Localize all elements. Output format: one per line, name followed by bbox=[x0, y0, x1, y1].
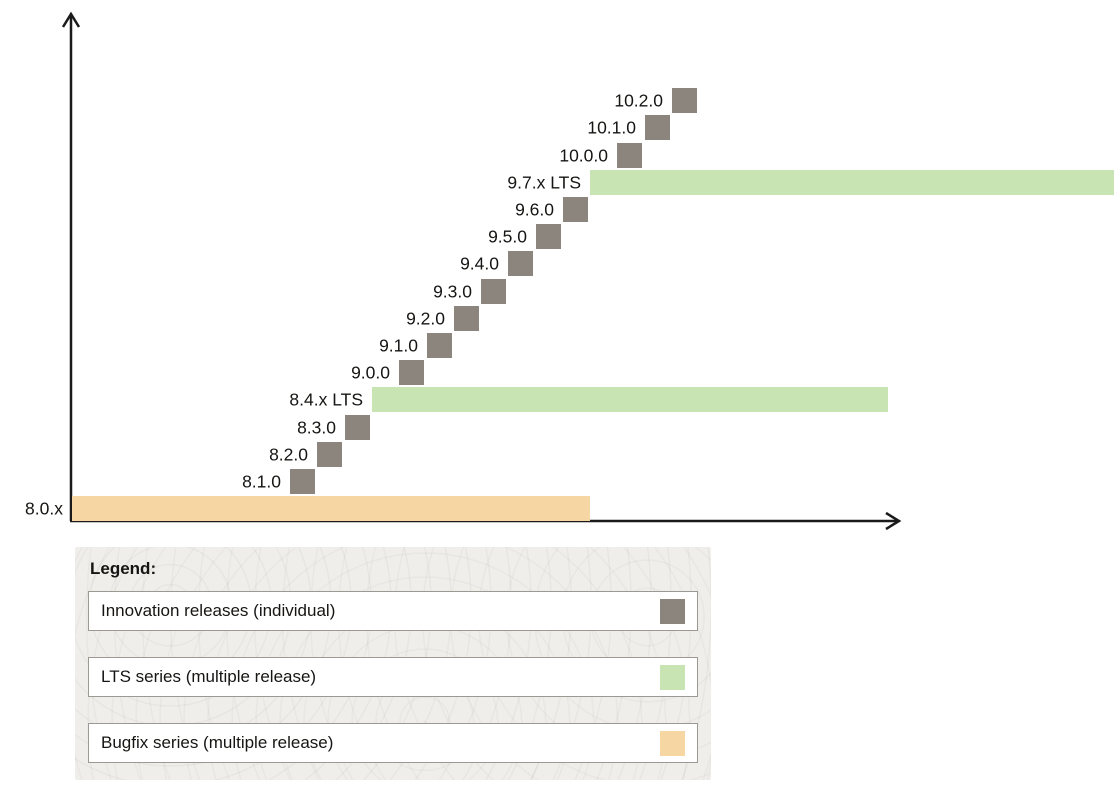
release-label: 8.2.0 bbox=[269, 444, 308, 464]
release-label: 10.0.0 bbox=[559, 145, 608, 165]
release-label: 8.4.x LTS bbox=[289, 389, 363, 409]
release-label: 9.7.x LTS bbox=[507, 172, 581, 192]
innovation-marker bbox=[672, 88, 697, 113]
legend-row-lts: LTS series (multiple release) bbox=[88, 657, 698, 697]
bugfix-bar bbox=[72, 496, 590, 521]
release-item: 8.1.0 bbox=[242, 469, 315, 494]
bugfix-swatch bbox=[660, 730, 685, 756]
innovation-marker bbox=[345, 415, 370, 440]
release-label: 8.0.x bbox=[25, 498, 63, 518]
release-label: 9.5.0 bbox=[488, 226, 527, 246]
release-label: 8.1.0 bbox=[242, 471, 281, 491]
release-label: 9.1.0 bbox=[379, 335, 418, 355]
innovation-marker bbox=[454, 306, 479, 331]
release-label: 9.3.0 bbox=[433, 281, 472, 301]
release-label: 8.3.0 bbox=[297, 417, 336, 437]
release-item: 8.2.0 bbox=[269, 442, 342, 467]
release-item: 9.6.0 bbox=[515, 197, 588, 222]
release-item: 8.0.x bbox=[25, 496, 590, 521]
lts-bar bbox=[590, 170, 1114, 195]
innovation-marker bbox=[290, 469, 315, 494]
legend-label: LTS series (multiple release) bbox=[101, 667, 317, 686]
innovation-marker bbox=[617, 143, 642, 168]
release-item: 9.2.0 bbox=[406, 306, 479, 331]
release-item: 9.0.0 bbox=[351, 360, 424, 385]
release-item: 9.3.0 bbox=[433, 279, 506, 304]
release-item: 8.3.0 bbox=[297, 415, 370, 440]
innovation-swatch bbox=[660, 598, 685, 624]
release-item: 9.7.x LTS bbox=[507, 170, 1114, 195]
innovation-marker bbox=[399, 360, 424, 385]
innovation-marker bbox=[481, 279, 506, 304]
legend-row-innovation: Innovation releases (individual) bbox=[88, 591, 698, 631]
innovation-marker bbox=[536, 224, 561, 249]
innovation-marker bbox=[317, 442, 342, 467]
release-label: 9.0.0 bbox=[351, 362, 390, 382]
release-label: 10.1.0 bbox=[587, 117, 636, 137]
legend-row-bugfix: Bugfix series (multiple release) bbox=[88, 723, 698, 763]
release-item: 8.4.x LTS bbox=[289, 387, 888, 412]
release-label: 9.2.0 bbox=[406, 308, 445, 328]
lts-swatch bbox=[660, 664, 685, 690]
release-item: 10.0.0 bbox=[559, 143, 642, 168]
release-item: 10.2.0 bbox=[614, 88, 697, 113]
release-label: 10.2.0 bbox=[614, 90, 663, 110]
release-item: 10.1.0 bbox=[587, 115, 670, 140]
release-item: 9.1.0 bbox=[379, 333, 452, 358]
release-label: 9.4.0 bbox=[460, 253, 499, 273]
innovation-marker bbox=[645, 115, 670, 140]
release-item: 9.4.0 bbox=[460, 251, 533, 276]
legend-label: Innovation releases (individual) bbox=[101, 601, 336, 620]
y-axis-arrow-icon bbox=[61, 11, 81, 28]
legend: Legend: Innovation releases (individual)… bbox=[75, 547, 711, 780]
lts-bar bbox=[372, 387, 888, 412]
innovation-marker bbox=[508, 251, 533, 276]
x-axis-arrow-icon bbox=[885, 511, 902, 531]
release-item: 9.5.0 bbox=[488, 224, 561, 249]
legend-label: Bugfix series (multiple release) bbox=[101, 733, 334, 752]
innovation-marker bbox=[427, 333, 452, 358]
release-label: 9.6.0 bbox=[515, 199, 554, 219]
innovation-marker bbox=[563, 197, 588, 222]
legend-title: Legend: bbox=[90, 559, 157, 578]
